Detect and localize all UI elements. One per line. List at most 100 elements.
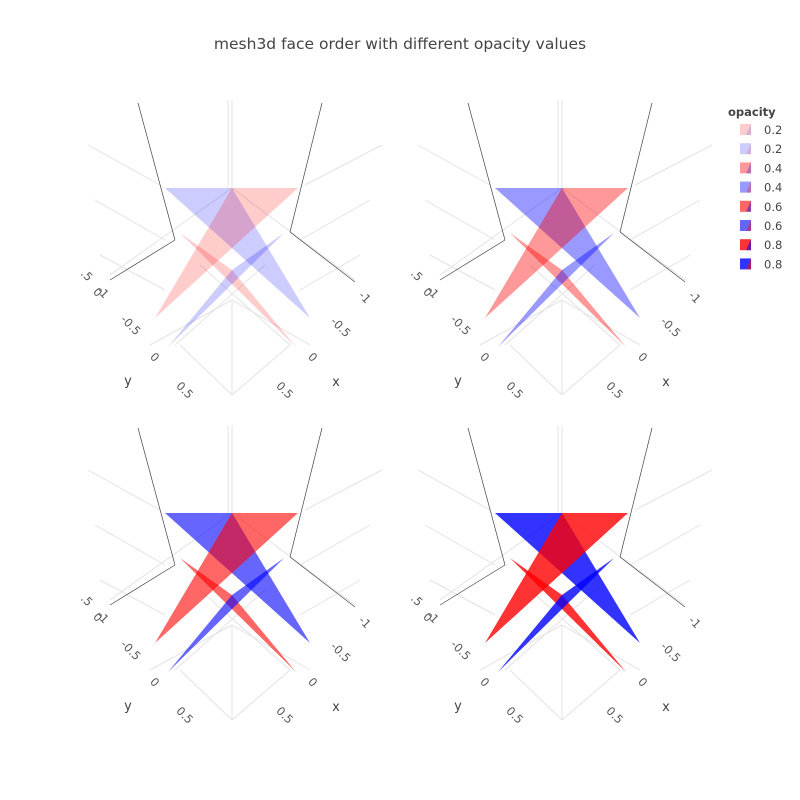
x-tick-label: -0.5 (328, 639, 354, 665)
mesh-face-blue[interactable] (168, 558, 284, 672)
x-tick-label: -1 (356, 613, 374, 631)
mesh-face-blue[interactable] (168, 233, 284, 347)
legend-item[interactable]: 0.2 (740, 142, 782, 156)
axis-line (289, 231, 356, 283)
grid-line (87, 469, 161, 511)
legend[interactable]: opacity 0.2 0.2 0.4 0.4 0.6 0.6 0.8 0.8 (728, 105, 782, 271)
x-axis-label: x (332, 700, 340, 715)
grid-line (231, 669, 291, 721)
scene-3[interactable]: -1-0.500.5-1-0.500.50.5xy (78, 425, 383, 727)
grid-line (94, 524, 166, 566)
legend-label: 0.4 (764, 161, 782, 175)
mesh-face-red[interactable] (180, 558, 296, 672)
x-tick-label: -1 (356, 288, 374, 306)
axis-line (109, 564, 176, 606)
grid-line (87, 144, 161, 186)
axis-line (289, 102, 323, 233)
legend-swatch-accent (746, 200, 751, 212)
y-tick-label: 0.5 (503, 379, 526, 402)
legend-swatch (740, 143, 751, 155)
y-tick-label: -0.5 (448, 637, 474, 663)
mesh-face-red[interactable] (155, 513, 298, 643)
x-tick-label: 0.5 (273, 379, 296, 402)
grid-line (109, 187, 233, 276)
y-tick-label: 0 (147, 675, 162, 690)
legend-item[interactable]: 0.2 (740, 123, 782, 137)
x-tick-label: -1 (686, 613, 704, 631)
grid-line (99, 579, 166, 616)
legend-swatch (740, 200, 751, 212)
mesh3d-faces[interactable] (155, 513, 310, 672)
scene-grid (417, 100, 713, 396)
grid-line (629, 579, 691, 616)
legend-item[interactable]: 0.8 (740, 257, 782, 271)
legend-item[interactable]: 0.6 (740, 219, 782, 233)
y-tick-label: 0.5 (173, 704, 196, 727)
mesh-face-blue[interactable] (495, 188, 640, 318)
mesh-face-blue[interactable] (498, 233, 614, 347)
grid-line (299, 579, 361, 616)
grid-line (304, 144, 383, 186)
legend-item[interactable]: 0.4 (740, 161, 782, 175)
axis-line (137, 102, 176, 241)
x-tick-label: -0.5 (658, 314, 684, 340)
mesh-face-red[interactable] (510, 233, 626, 347)
grid-line (561, 669, 621, 721)
legend-swatch-accent (746, 220, 751, 231)
mesh-face-red[interactable] (485, 513, 628, 643)
y-tick-label: 0 (477, 675, 492, 690)
x-tick-label: -0.5 (328, 314, 354, 340)
chart-title: mesh3d face order with different opacity… (213, 35, 587, 53)
x-axis-label: x (662, 375, 670, 390)
scene-axes (109, 102, 356, 283)
legend-swatch-accent (746, 124, 751, 135)
grid-line (504, 589, 596, 671)
axis-line (619, 231, 686, 283)
z-tick-label: .5 (408, 266, 426, 284)
grid-line (199, 264, 291, 346)
mesh3d-faces[interactable] (155, 188, 310, 347)
mesh-face-red[interactable] (180, 233, 296, 347)
grid-line (629, 524, 701, 566)
y-axis-label: y (454, 374, 462, 389)
z-tick-label: .5 (408, 591, 426, 609)
mesh3d-faces[interactable] (485, 513, 640, 672)
mesh3d-faces[interactable] (485, 188, 640, 347)
grid-line (509, 344, 563, 396)
grid-line (99, 254, 166, 291)
axis-line (439, 564, 506, 606)
grid-line (417, 469, 491, 511)
mesh-face-red[interactable] (155, 188, 298, 318)
mesh-face-blue[interactable] (495, 513, 640, 643)
mesh-face-blue[interactable] (498, 558, 614, 672)
mesh-face-red[interactable] (485, 188, 628, 318)
legend-item[interactable]: 0.8 (740, 238, 782, 252)
mesh-face-blue[interactable] (165, 513, 310, 643)
axis-line (109, 239, 176, 281)
grid-line (299, 199, 371, 241)
legend-label: 0.6 (764, 200, 782, 214)
grid-line (634, 469, 713, 511)
grid-line (504, 264, 596, 346)
x-tick-label: 0.5 (603, 704, 626, 727)
legend-item[interactable]: 0.4 (740, 181, 782, 195)
z-tick-label: .5 (78, 591, 96, 609)
scene-2[interactable]: -1-0.500.5-1-0.500.50.5xy (408, 100, 713, 402)
x-axis-label: x (332, 375, 340, 390)
legend-swatch-accent (746, 258, 751, 270)
mesh-face-blue[interactable] (165, 188, 310, 318)
legend-swatch-accent (746, 143, 751, 155)
legend-label: 0.4 (764, 181, 782, 195)
grid-line (299, 254, 361, 291)
axis-line (467, 427, 506, 566)
y-tick-label: -0.5 (448, 312, 474, 338)
grid-line (231, 187, 356, 281)
legend-swatch (740, 124, 751, 135)
mesh-face-red[interactable] (510, 558, 626, 672)
axis-line (137, 427, 176, 566)
scene-4[interactable]: -1-0.500.5-1-0.500.50.5xy (408, 425, 713, 727)
scene-1[interactable]: -1-0.500.5-1-0.500.50.5xy (78, 100, 383, 402)
y-tick-label: 0 (147, 350, 162, 365)
legend-item[interactable]: 0.6 (740, 200, 782, 214)
